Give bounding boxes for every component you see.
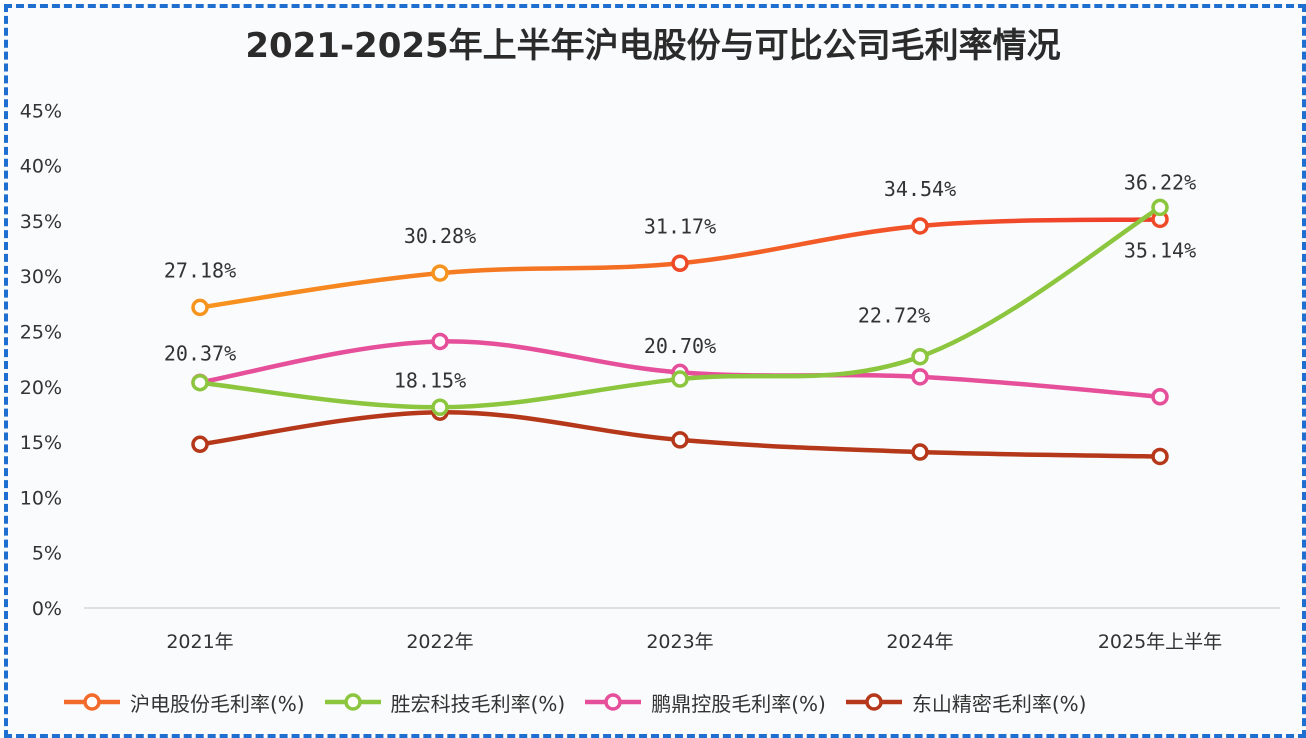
y-tick-label: 25%: [20, 322, 62, 344]
y-tick-label: 5%: [32, 543, 62, 565]
dongshan-point: [191, 435, 209, 454]
pengding-point: [1151, 388, 1169, 406]
legend-label: 胜宏科技毛利率(%): [390, 691, 566, 716]
shenghong-point: [191, 373, 209, 392]
legend-swatch-icon: [64, 693, 120, 711]
x-tick-label: 2024年: [886, 631, 953, 653]
dongshan-point: [911, 443, 929, 461]
shenghong-data-label: 20.70%: [644, 334, 716, 358]
hudian-point: [191, 298, 209, 317]
legend-swatch-icon: [324, 693, 381, 711]
legend-label: 沪电股份毛利率(%): [130, 691, 305, 716]
hudian-data-label: 31.17%: [644, 214, 716, 238]
shenghong-point: [671, 370, 689, 388]
legend-label: 鹏鼎控股毛利率(%): [651, 691, 826, 716]
legend-item-hudian: 沪电股份毛利率(%): [60, 688, 305, 717]
pengding-point: [911, 368, 929, 386]
y-tick-label: 0%: [32, 598, 62, 620]
hudian-data-label: 30.28%: [404, 224, 476, 248]
dongshan-point: [671, 431, 689, 449]
legend-label: 东山精密毛利率(%): [911, 691, 1087, 716]
y-tick-label: 45%: [20, 100, 62, 122]
y-tick-label: 20%: [20, 377, 62, 399]
shenghong-point: [911, 347, 929, 366]
x-tick-label: 2023年: [646, 631, 713, 653]
hudian-point: [671, 254, 689, 273]
pengding-point: [431, 332, 449, 351]
shenghong-data-label: 22.72%: [858, 304, 930, 328]
shenghong-point: [1151, 198, 1169, 217]
shenghong-data-label: 20.37%: [164, 342, 236, 366]
x-tick-label: 2021年: [166, 631, 233, 653]
legend-swatch-icon: [585, 693, 642, 711]
shenghong-data-label: 18.15%: [394, 368, 466, 392]
legend-item-shenghong: 胜宏科技毛利率(%): [321, 688, 566, 717]
dongshan-point: [1151, 447, 1169, 466]
legend-item-dongshan: 东山精密毛利率(%): [842, 688, 1087, 717]
y-tick-label: 35%: [20, 211, 62, 233]
shenghong-data-label: 36.22%: [1124, 170, 1196, 194]
y-tick-label: 30%: [20, 266, 62, 288]
x-tick-label: 2025年上半年: [1098, 631, 1222, 653]
y-tick-label: 10%: [20, 487, 62, 509]
legend-item-pengding: 鹏鼎控股毛利率(%): [581, 688, 826, 717]
y-tick-label: 15%: [20, 432, 62, 454]
hudian-data-label: 27.18%: [164, 258, 236, 282]
hudian-data-label: 34.54%: [884, 177, 956, 201]
legend-swatch-icon: [845, 693, 902, 711]
hudian-point: [911, 217, 929, 235]
hudian-point: [431, 264, 449, 282]
shenghong-point: [431, 398, 449, 417]
x-tick-label: 2022年: [406, 631, 473, 653]
chart-legend: 沪电股份毛利率(%) 胜宏科技毛利率(%) 鹏鼎控股毛利率(%) 东山精密毛利率(%): [60, 684, 1260, 720]
hudian-data-label: 35.14%: [1124, 238, 1196, 262]
y-tick-label: 40%: [20, 156, 62, 178]
chart-title: 2021-2025年上半年沪电股份与可比公司毛利率情况: [245, 26, 1061, 66]
